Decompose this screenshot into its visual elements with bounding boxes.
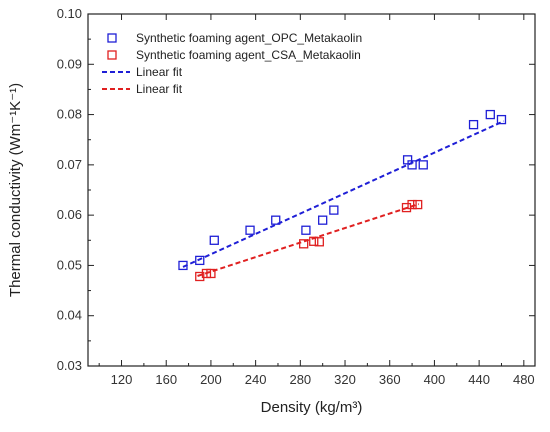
legend-label-fit-1: Linear fit <box>136 65 183 79</box>
y-axis: 0.03 0.04 0.05 0.06 0.07 0.08 0.09 0.10 <box>57 6 535 373</box>
x-tick-label: 200 <box>200 372 222 387</box>
data-point-series-2 <box>195 271 205 282</box>
x-tick-label: 280 <box>289 372 311 387</box>
data-point-series-1 <box>209 235 219 245</box>
x-tick-label: 400 <box>424 372 446 387</box>
legend-marker-series-1 <box>107 33 117 43</box>
data-point-series-1 <box>318 215 328 225</box>
data-point-series-1 <box>485 109 495 120</box>
y-tick-label: 0.08 <box>57 107 82 122</box>
data-point-series-1 <box>468 119 479 130</box>
data-point-series-1 <box>178 260 188 271</box>
legend-label-fit-2: Linear fit <box>136 82 183 96</box>
data-point-series-2 <box>407 199 417 210</box>
data-point-series-2 <box>413 199 423 210</box>
legend-label-series-1: Synthetic foaming agent_OPC_Metakaolin <box>136 31 362 45</box>
data-point-series-2 <box>309 236 319 246</box>
y-tick-label: 0.05 <box>57 257 82 272</box>
x-axis-title: Density (kg/m³) <box>261 399 363 416</box>
y-tick-label: 0.04 <box>57 308 82 323</box>
y-tick-label: 0.03 <box>57 358 82 373</box>
data-point-series-1 <box>496 114 507 125</box>
data-point-series-1 <box>301 225 311 235</box>
data-point-series-2 <box>206 268 216 279</box>
data-points <box>178 109 507 282</box>
data-point-series-1 <box>245 225 255 235</box>
y-tick-label: 0.09 <box>57 56 82 71</box>
data-point-series-1 <box>271 215 281 225</box>
data-point-series-2 <box>401 202 412 213</box>
fit-line-1 <box>182 120 505 268</box>
x-tick-label: 360 <box>379 372 401 387</box>
y-tick-label: 0.10 <box>57 6 82 21</box>
x-tick-label: 120 <box>111 372 133 387</box>
x-tick-label: 440 <box>468 372 490 387</box>
data-point-series-2 <box>299 239 309 249</box>
data-point-series-1 <box>195 255 205 266</box>
x-tick-label: 160 <box>155 372 177 387</box>
x-axis: 120 160 200 240 280 320 360 400 440 480 <box>98 14 535 387</box>
x-tick-label: 480 <box>513 372 535 387</box>
legend: Synthetic foaming agent_OPC_Metakaolin Sy… <box>102 31 362 96</box>
y-tick-label: 0.07 <box>57 157 82 172</box>
data-point-series-2 <box>314 237 324 247</box>
legend-label-series-2: Synthetic foaming agent_CSA_Metakaolin <box>136 48 361 62</box>
data-point-series-1 <box>418 160 428 170</box>
data-point-series-1 <box>407 160 417 170</box>
y-tick-label: 0.06 <box>57 207 82 222</box>
x-tick-label: 240 <box>245 372 267 387</box>
legend-marker-series-2 <box>107 50 117 60</box>
data-point-series-1 <box>329 205 339 215</box>
x-tick-label: 320 <box>334 372 356 387</box>
fit-lines <box>182 120 505 277</box>
y-axis-title: Thermal conductivity (Wm⁻¹K⁻¹) <box>7 83 24 297</box>
